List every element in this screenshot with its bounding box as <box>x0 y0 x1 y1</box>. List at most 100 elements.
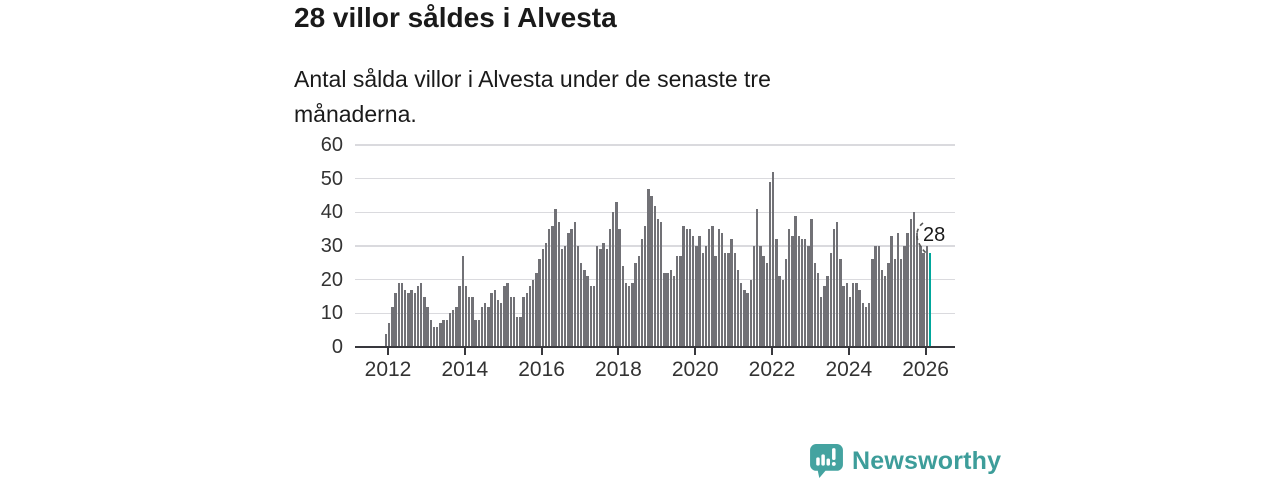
y-axis-tick-label: 30 <box>320 235 343 257</box>
bar <box>800 239 804 347</box>
bar <box>490 293 493 347</box>
bar <box>660 222 663 347</box>
bar <box>448 313 452 347</box>
bar <box>560 249 564 347</box>
bar <box>589 286 592 347</box>
bar <box>471 296 474 347</box>
bar <box>884 276 887 347</box>
bar <box>432 326 436 347</box>
chart-subtitle: Antal sålda villor i Alvesta under de se… <box>294 66 771 127</box>
bar <box>586 276 589 347</box>
bar <box>839 259 842 347</box>
bar <box>896 232 900 347</box>
bar <box>778 276 781 347</box>
bar <box>861 303 864 347</box>
bar <box>570 229 573 347</box>
bar <box>669 269 672 347</box>
bar <box>836 222 839 347</box>
bar <box>900 259 903 347</box>
bar <box>695 246 698 347</box>
bar <box>583 269 586 347</box>
bar <box>842 286 845 347</box>
bar <box>429 320 432 347</box>
gridline-y-50 <box>355 177 955 180</box>
bar <box>442 320 445 347</box>
y-axis-tick-label: 40 <box>320 201 343 224</box>
bar <box>413 293 416 347</box>
bar <box>653 205 656 347</box>
bar <box>685 229 688 347</box>
bar <box>704 246 708 347</box>
bar <box>912 212 916 347</box>
bar <box>631 283 634 347</box>
bar <box>637 256 640 347</box>
bar <box>676 256 679 347</box>
bar <box>612 212 615 347</box>
bar <box>717 229 720 347</box>
bar <box>480 306 484 347</box>
bar <box>554 208 557 347</box>
y-axis-tick-label: 50 <box>320 167 343 190</box>
bar <box>784 259 788 347</box>
bar <box>829 252 832 347</box>
bar <box>813 262 816 347</box>
bar <box>397 283 400 347</box>
bar <box>909 219 912 347</box>
x-axis-tick <box>540 348 543 355</box>
bar <box>445 320 448 347</box>
bar <box>804 239 807 347</box>
bar <box>602 242 605 347</box>
bar <box>852 283 855 347</box>
bar <box>452 309 455 347</box>
bar <box>765 262 768 347</box>
bar <box>461 256 464 347</box>
bar <box>701 252 704 347</box>
bar <box>621 266 624 347</box>
bar <box>874 246 877 347</box>
bar <box>746 293 749 347</box>
x-axis-tick <box>617 348 620 355</box>
bar <box>688 229 692 347</box>
bar <box>484 303 487 347</box>
x-axis-tick-label: 2022 <box>748 358 796 381</box>
bar <box>596 246 599 347</box>
bar <box>816 272 820 347</box>
bar <box>391 306 394 347</box>
bar <box>394 293 397 347</box>
bar <box>528 286 532 347</box>
bar <box>423 296 426 347</box>
bar <box>474 320 477 347</box>
bar <box>455 306 458 347</box>
bar <box>743 289 746 347</box>
bar <box>400 283 404 347</box>
x-axis-tick-label: 2012 <box>364 358 412 381</box>
bar <box>880 269 884 347</box>
bar <box>644 225 647 347</box>
bar <box>823 286 826 347</box>
bar <box>426 306 429 347</box>
bar <box>439 323 442 347</box>
bar <box>384 333 388 347</box>
bar <box>698 235 701 347</box>
bar <box>628 286 631 347</box>
bar <box>826 276 829 347</box>
x-axis-tick-label: 2020 <box>671 358 719 381</box>
bar <box>768 182 772 347</box>
bar <box>650 195 653 347</box>
bar <box>567 232 570 347</box>
bar <box>736 269 740 347</box>
bar <box>832 229 836 347</box>
x-axis-tick-label: 2018 <box>595 358 642 381</box>
x-axis-tick-label: 2016 <box>518 358 565 381</box>
x-axis-line <box>355 345 955 348</box>
bar <box>740 283 743 347</box>
x-axis-tick <box>387 348 389 355</box>
bar <box>775 239 778 347</box>
bar <box>708 229 711 347</box>
highlight-value-label: 28 <box>923 224 946 246</box>
bar <box>781 279 784 347</box>
bar <box>720 232 724 347</box>
bar <box>605 249 608 347</box>
y-axis-tick-label: 60 <box>320 134 343 156</box>
